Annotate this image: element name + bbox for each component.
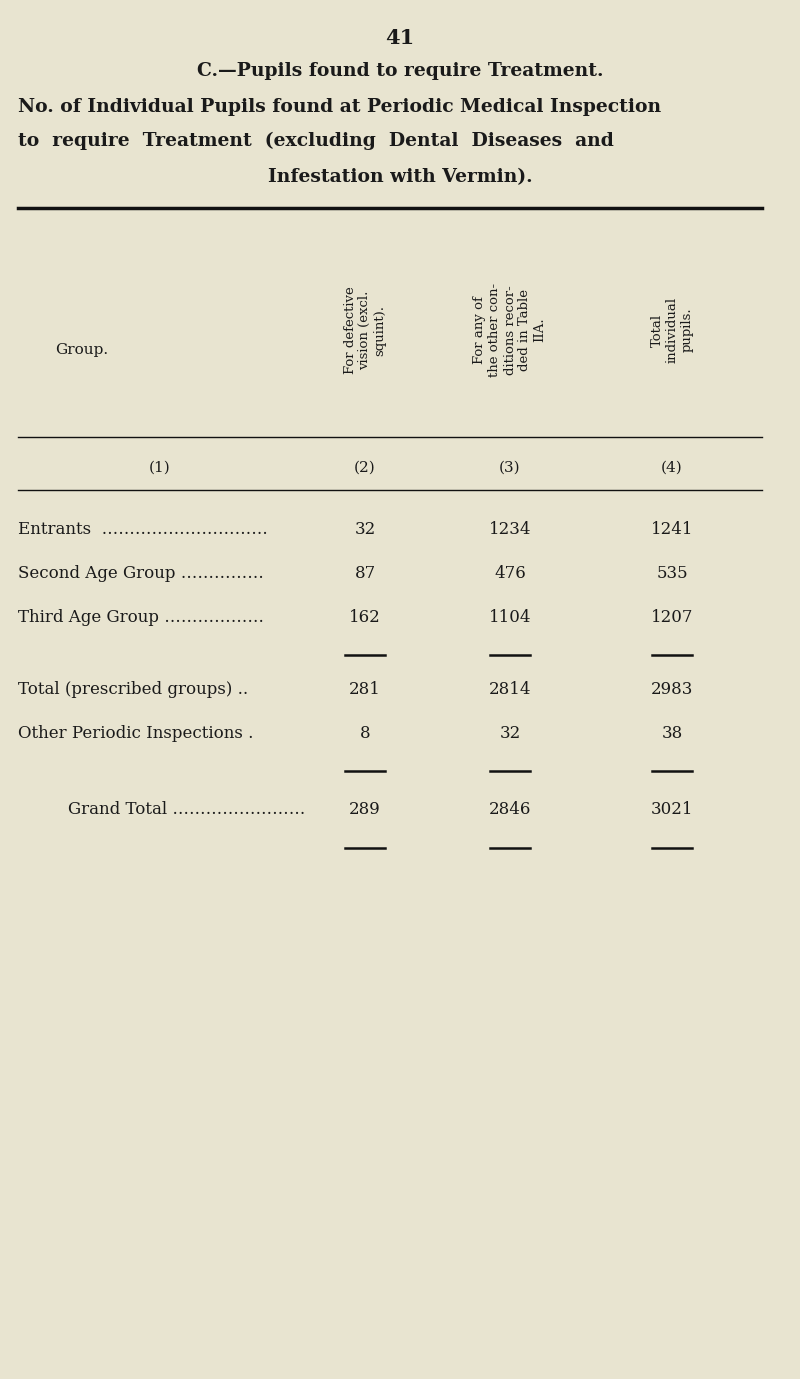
Text: No. of Individual Pupils found at Periodic Medical Inspection: No. of Individual Pupils found at Period… <box>18 98 661 116</box>
Text: 2814: 2814 <box>489 681 531 699</box>
Text: 281: 281 <box>349 681 381 699</box>
Text: 2983: 2983 <box>651 681 693 699</box>
Text: 87: 87 <box>354 565 376 582</box>
Text: (1): (1) <box>149 461 171 474</box>
Text: to  require  Treatment  (excluding  Dental  Diseases  and: to require Treatment (excluding Dental D… <box>18 132 614 150</box>
Text: 289: 289 <box>349 801 381 819</box>
Text: 1207: 1207 <box>650 610 694 626</box>
Text: (2): (2) <box>354 461 376 474</box>
Text: (3): (3) <box>499 461 521 474</box>
Text: Total (prescribed groups) ..: Total (prescribed groups) .. <box>18 681 248 699</box>
Text: Third Age Group ………………: Third Age Group ……………… <box>18 610 264 626</box>
Text: 3021: 3021 <box>650 801 694 819</box>
Text: 38: 38 <box>662 725 682 742</box>
Text: 1241: 1241 <box>650 521 694 539</box>
Text: 1234: 1234 <box>489 521 531 539</box>
Text: For any of
the other con-
ditions recor-
ded in Table
IIA.: For any of the other con- ditions recor-… <box>474 283 546 376</box>
Text: 535: 535 <box>656 565 688 582</box>
Text: Infestation with Vermin).: Infestation with Vermin). <box>268 168 532 186</box>
Text: 1104: 1104 <box>489 610 531 626</box>
Text: Group.: Group. <box>55 343 108 357</box>
Text: Other Periodic Inspections .: Other Periodic Inspections . <box>18 725 254 742</box>
Text: 2846: 2846 <box>489 801 531 819</box>
Text: 162: 162 <box>349 610 381 626</box>
Text: (4): (4) <box>661 461 683 474</box>
Text: For defective
vision (excl.
squint).: For defective vision (excl. squint). <box>343 285 386 374</box>
Text: Entrants  …………………………: Entrants ………………………… <box>18 521 268 539</box>
Text: Grand Total ……………………: Grand Total …………………… <box>68 801 306 819</box>
Text: Second Age Group ……………: Second Age Group …………… <box>18 565 264 582</box>
Text: C.—Pupils found to require Treatment.: C.—Pupils found to require Treatment. <box>197 62 603 80</box>
Text: Total
individual
pupils.: Total individual pupils. <box>650 296 694 363</box>
Text: 8: 8 <box>360 725 370 742</box>
Text: 32: 32 <box>499 725 521 742</box>
Text: 41: 41 <box>386 28 414 48</box>
Text: 476: 476 <box>494 565 526 582</box>
Text: 32: 32 <box>354 521 376 539</box>
